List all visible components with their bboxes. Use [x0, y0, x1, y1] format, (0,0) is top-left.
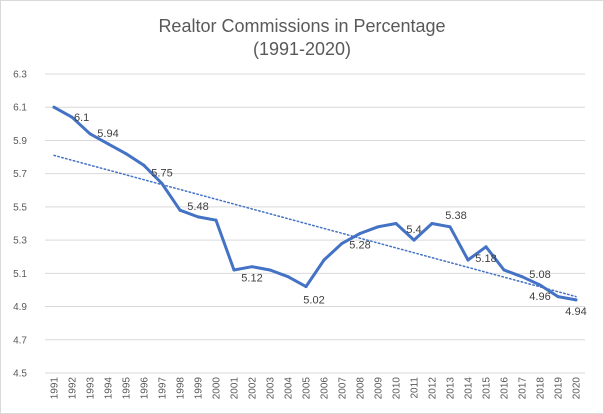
data-label: 5.48: [187, 201, 208, 213]
data-point: [484, 245, 488, 249]
data-point: [250, 265, 254, 269]
data-label: 5.08: [529, 269, 550, 281]
y-tick-label: 4.5: [13, 369, 27, 380]
x-tick-label: 2013: [446, 377, 457, 400]
data-label: 5.38: [445, 210, 466, 222]
series-line: [52, 105, 578, 302]
data-point: [430, 222, 434, 225]
trendline-group: [53, 154, 577, 298]
x-tick-label: 1994: [104, 377, 115, 400]
data-point: [142, 163, 146, 167]
x-tick-label: 1992: [68, 377, 79, 400]
data-point: [322, 258, 326, 262]
x-tick-label: 2006: [320, 377, 331, 400]
x-tick-label: 2003: [266, 377, 277, 400]
data-point: [520, 275, 524, 279]
data-label: 5.4: [406, 224, 421, 236]
data-point: [88, 132, 92, 136]
data-point: [268, 268, 272, 272]
y-tick-label: 6.3: [13, 70, 27, 81]
x-tick-label: 2005: [302, 377, 313, 400]
data-point: [106, 142, 110, 146]
data-label: 5.75: [151, 168, 172, 180]
x-tick-label: 2009: [374, 377, 385, 400]
x-tick-label: 2010: [392, 377, 403, 400]
data-point: [214, 218, 218, 222]
series-group: [52, 105, 578, 302]
data-label: 6.1: [74, 112, 89, 124]
data-labels: 6.1 5.94 5.75 5.48 5.12 5.02 5.28 5.4 5.38 5.18 5.…: [74, 112, 587, 318]
x-tick-label: 1991: [50, 377, 61, 400]
x-tick-label: 1996: [140, 377, 151, 400]
y-tick-label: 5.7: [13, 169, 27, 180]
x-tick-label: 2018: [536, 377, 547, 400]
data-point: [466, 258, 470, 262]
data-point: [196, 215, 200, 219]
data-point: [502, 268, 506, 272]
x-tick-label: 2008: [356, 377, 367, 400]
y-tick-label: 5.1: [13, 269, 27, 280]
x-tick-label: 2004: [284, 377, 295, 400]
x-tick-label: 2014: [464, 377, 475, 400]
trendline: [53, 154, 577, 298]
data-label: 5.28: [349, 239, 370, 251]
data-point: [340, 241, 344, 245]
x-tick-label: 2012: [428, 377, 439, 400]
x-tick-label: 2017: [518, 377, 529, 400]
data-point: [574, 298, 578, 302]
x-tick-label: 2020: [572, 377, 583, 400]
y-tick-label: 4.7: [13, 335, 27, 346]
data-label: 5.12: [241, 273, 262, 285]
data-point: [70, 115, 74, 119]
data-point: [556, 295, 560, 299]
x-tick-label: 1997: [158, 377, 169, 400]
data-label: 5.94: [97, 128, 118, 140]
data-point: [160, 182, 164, 186]
data-label: 4.96: [529, 291, 550, 303]
x-tick-label: 2011: [410, 377, 421, 399]
x-tick-label: 2019: [554, 377, 565, 400]
chart-title: Realtor Commissions in Percentage: [158, 16, 445, 36]
data-point: [358, 231, 362, 235]
x-tick-label: 2001: [230, 377, 241, 400]
data-point: [124, 152, 128, 156]
x-tick-label: 2007: [338, 377, 349, 400]
y-tick-label: 6.1: [13, 103, 27, 114]
data-label: 5.18: [475, 253, 496, 265]
x-tick-label: 2015: [482, 377, 493, 400]
chart-subtitle: (1991-2020): [253, 39, 351, 59]
x-tick-label: 1995: [122, 377, 133, 400]
gridlines: [45, 73, 585, 374]
y-tick-label: 5.9: [13, 136, 27, 147]
data-point: [394, 222, 398, 225]
x-tick-label: 2002: [248, 377, 259, 400]
x-tick-label: 1993: [86, 377, 97, 400]
x-tick-label: 2000: [212, 377, 223, 400]
x-tick-label: 2016: [500, 377, 511, 400]
data-point: [178, 208, 182, 212]
data-point: [304, 285, 308, 289]
x-tick-label: 1999: [194, 377, 205, 400]
data-point: [286, 275, 290, 279]
data-point: [412, 238, 416, 242]
data-label: 5.02: [303, 295, 324, 307]
data-point: [232, 268, 236, 272]
y-tick-label: 5.3: [13, 236, 27, 247]
data-point: [448, 225, 452, 229]
x-axis-tick-labels: 1991 1992 1993 1994 1995 1996 1997 1998 1999 2000…: [50, 377, 583, 400]
data-point: [538, 283, 542, 287]
data-point: [52, 105, 56, 109]
data-label: 4.94: [565, 306, 586, 318]
y-tick-label: 5.5: [13, 202, 27, 213]
y-tick-label: 4.9: [13, 302, 27, 313]
y-axis-tick-labels: 4.5 4.7 4.9 5.1 5.3 5.5 5.7 5.9 6.1 6.3: [13, 70, 27, 380]
x-tick-label: 1998: [176, 377, 187, 400]
data-point: [376, 225, 380, 229]
